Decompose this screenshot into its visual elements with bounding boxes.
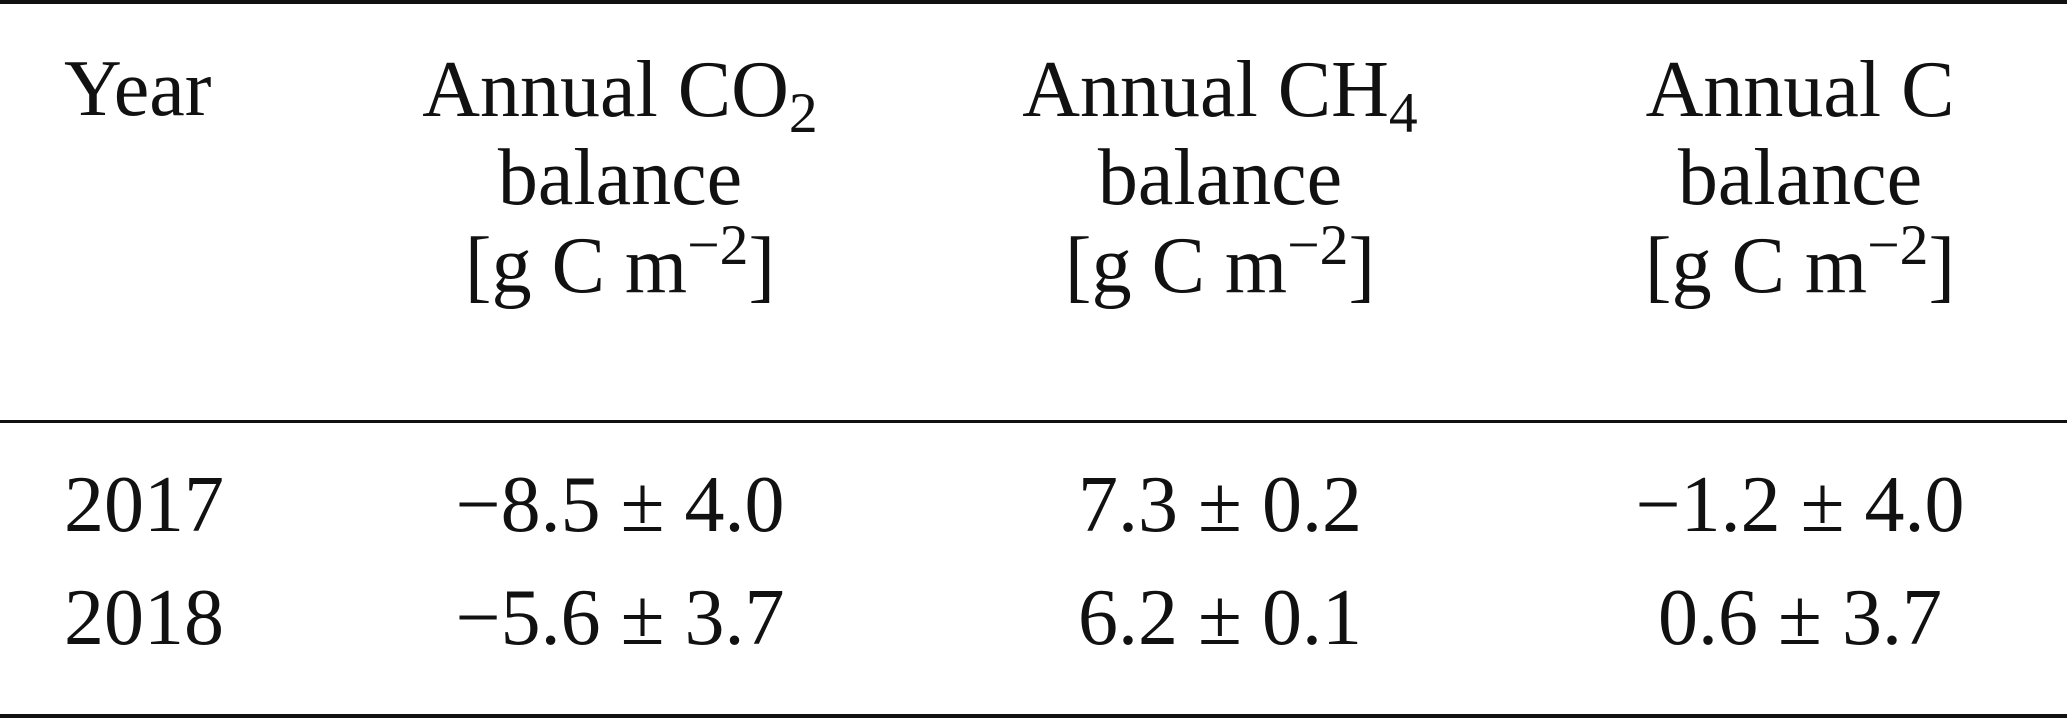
header-c-unit: [g C m−2] [1520, 217, 2067, 310]
header-c-line1: Annual C [1645, 46, 1955, 134]
header-c-unit-prefix: [g C m [1644, 222, 1868, 310]
header-ch4-title: Annual CH [1022, 46, 1389, 134]
header-co2-unit-suffix: ] [748, 222, 776, 310]
header-co2-subscript: 2 [788, 82, 818, 146]
row-year: 2017 [64, 461, 224, 549]
row-co2-balance: −5.6 ± 3.7 [455, 574, 785, 662]
header-c-unit-exponent: −2 [1867, 214, 1929, 278]
header-c-line2: balance [1677, 134, 1923, 222]
header-c-unit-suffix: ] [1928, 222, 1956, 310]
header-co2-title: Annual CO [422, 46, 789, 134]
header-ch4-line2: balance [1097, 134, 1343, 222]
row-ch4-balance: 7.3 ± 0.2 [1078, 461, 1362, 549]
header-annual-ch4-balance: Annual CH4 balance [g C m−2] [940, 46, 1500, 310]
row-co2-balance: −8.5 ± 4.0 [455, 461, 785, 549]
header-co2-unit: [g C m−2] [340, 217, 900, 310]
row-c-balance: 0.6 ± 3.7 [1658, 574, 1942, 662]
row-c-balance: −1.2 ± 4.0 [1635, 461, 1965, 549]
table-row: 2018 −5.6 ± 3.7 6.2 ± 0.1 0.6 ± 3.7 [0, 575, 2067, 661]
table-header-rule [0, 420, 2067, 423]
header-annual-c-balance: Annual C balance [g C m−2] [1520, 46, 2067, 310]
header-ch4-line1: Annual CH4 [940, 46, 1500, 142]
table-bottom-rule [0, 714, 2067, 718]
header-co2-line2: balance [497, 134, 743, 222]
header-ch4-subscript: 4 [1388, 82, 1418, 146]
table-top-rule [0, 0, 2067, 4]
header-year: Year [64, 45, 212, 133]
header-co2-unit-exponent: −2 [687, 214, 749, 278]
row-ch4-balance: 6.2 ± 0.1 [1078, 574, 1362, 662]
header-ch4-unit-exponent: −2 [1287, 214, 1349, 278]
header-co2-unit-prefix: [g C m [464, 222, 688, 310]
header-ch4-unit-prefix: [g C m [1064, 222, 1288, 310]
table-row: 2017 −8.5 ± 4.0 7.3 ± 0.2 −1.2 ± 4.0 [0, 462, 2067, 548]
row-year: 2018 [64, 574, 224, 662]
header-ch4-unit: [g C m−2] [940, 217, 1500, 310]
header-ch4-unit-suffix: ] [1348, 222, 1376, 310]
header-annual-co2-balance: Annual CO2 balance [g C m−2] [340, 46, 900, 310]
header-co2-line1: Annual CO2 [340, 46, 900, 142]
